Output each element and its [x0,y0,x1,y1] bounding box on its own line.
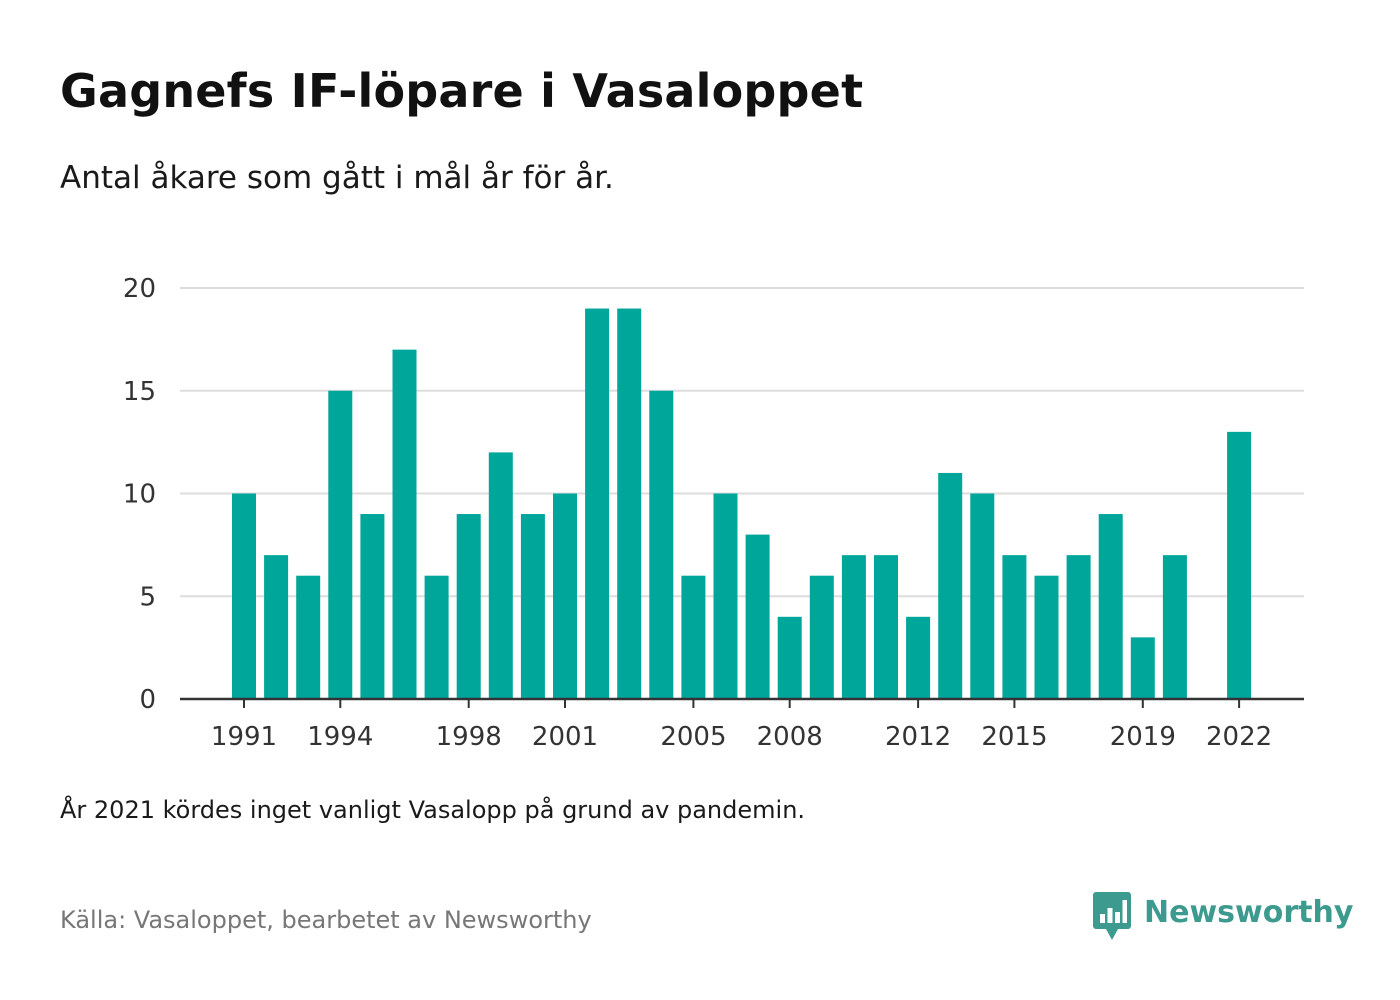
bar-1996 [392,349,417,699]
bar-1991 [232,493,256,699]
bar-1992 [264,555,289,699]
x-tick-label-2019: 2019 [1110,722,1176,752]
bar-2009 [809,575,834,699]
x-tick-label-2012: 2012 [885,722,951,752]
bar-2007 [745,534,770,699]
bar-2022 [1227,431,1252,699]
brand-logo: Newsworthy [1092,890,1353,942]
bar-2001 [553,493,577,699]
x-tick-label-2001: 2001 [532,722,598,752]
bar-2016 [1034,575,1059,699]
x-tick-label-2005: 2005 [660,722,726,752]
bar-1999 [488,452,513,699]
bar-2020 [1162,555,1187,699]
bar-1998 [456,514,481,699]
bar-2004 [649,390,674,699]
bar-2010 [841,555,866,699]
bar-2002 [585,308,610,699]
y-tick-label-10: 10 [123,480,156,510]
source-credit: Källa: Vasaloppet, bearbetet av Newswort… [60,906,592,934]
bar-2008 [777,616,802,699]
bar-2012 [906,616,931,699]
bar-2015 [1002,555,1027,699]
bar-2006 [713,493,738,699]
bar-chart-speech-bubble-icon [1093,892,1131,940]
bar-chart: 0 5 10 15 20 1991 1994 1998 2001 2005 2008 2012 2015… [123,274,1304,752]
bar-2013 [938,472,963,699]
y-tick-label-5: 5 [139,582,156,612]
x-tick-label-1998: 1998 [436,722,502,752]
x-tick-label-2008: 2008 [757,722,823,752]
axes: 0 5 10 15 20 1991 1994 1998 2001 2005 2008 2012 2015… [123,274,1304,752]
x-tick-label-2022: 2022 [1206,722,1272,752]
bar-2005 [681,575,706,699]
bar-1995 [360,514,385,699]
y-tick-label-20: 20 [123,274,156,304]
x-tick-label-2015: 2015 [981,722,1047,752]
chart-title: Gagnefs IF-löpare i Vasaloppet [60,64,864,118]
footnote: År 2021 kördes inget vanligt Vasalopp på… [60,796,806,824]
bars [232,308,1252,699]
bar-2017 [1066,555,1091,699]
chart-subtitle: Antal åkare som gått i mål år för år. [60,160,614,196]
bar-2019 [1130,637,1155,699]
bar-2018 [1098,514,1123,699]
bar-1993 [296,575,321,699]
bar-2014 [970,493,995,699]
bar-2003 [617,308,642,699]
brand-name: Newsworthy [1144,894,1354,930]
bar-2000 [520,514,545,699]
bar-1994 [328,390,353,699]
bar-1997 [424,575,449,699]
y-tick-label-0: 0 [139,685,156,715]
y-tick-label-15: 15 [123,377,156,407]
x-tick-label-1994: 1994 [307,722,373,752]
bar-2011 [874,555,898,699]
x-tick-label-1991: 1991 [211,722,277,752]
